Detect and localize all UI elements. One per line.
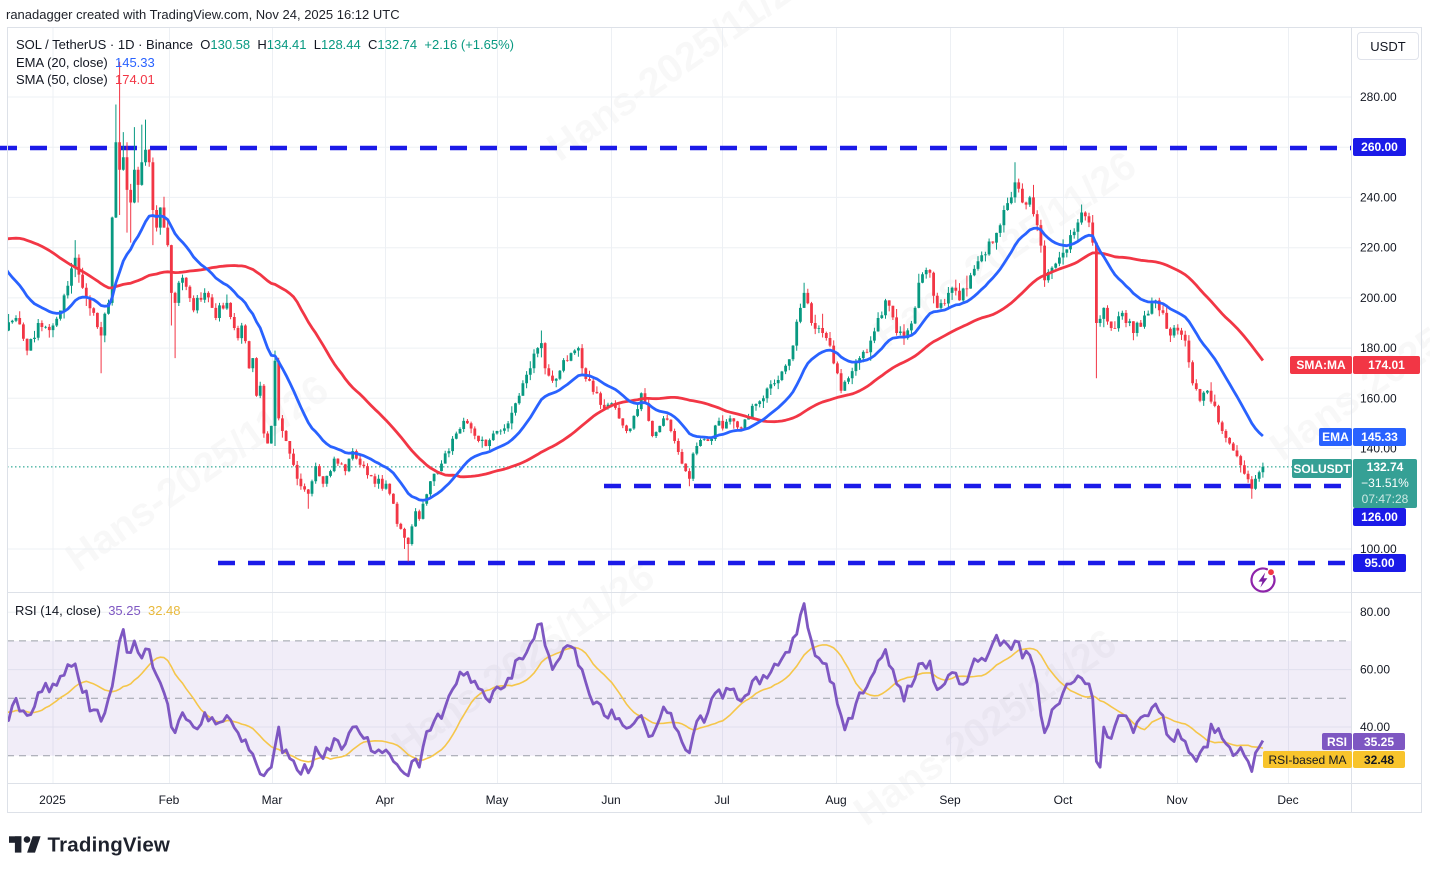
svg-text:200.00: 200.00: [1360, 291, 1397, 305]
svg-text:Aug: Aug: [825, 793, 846, 807]
svg-text:Sep: Sep: [939, 793, 961, 807]
svg-text:Apr: Apr: [376, 793, 395, 807]
svg-text:TradingView: TradingView: [48, 835, 171, 857]
svg-text:Dec: Dec: [1277, 793, 1298, 807]
svg-text:2025: 2025: [39, 793, 66, 807]
svg-text:Jul: Jul: [714, 793, 729, 807]
svg-text:160.00: 160.00: [1360, 391, 1397, 405]
svg-text:Jun: Jun: [601, 793, 620, 807]
svg-text:100.00: 100.00: [1360, 542, 1397, 556]
svg-text:Feb: Feb: [159, 793, 180, 807]
svg-text:80.00: 80.00: [1360, 605, 1390, 619]
svg-text:Nov: Nov: [1166, 793, 1187, 807]
svg-text:280.00: 280.00: [1360, 90, 1397, 104]
svg-text:May: May: [486, 793, 509, 807]
svg-text:220.00: 220.00: [1360, 241, 1397, 255]
svg-text:60.00: 60.00: [1360, 663, 1390, 677]
svg-text:Mar: Mar: [262, 793, 283, 807]
svg-text:180.00: 180.00: [1360, 341, 1397, 355]
svg-text:240.00: 240.00: [1360, 190, 1397, 204]
svg-text:Oct: Oct: [1054, 793, 1073, 807]
svg-text:40.00: 40.00: [1360, 720, 1390, 734]
